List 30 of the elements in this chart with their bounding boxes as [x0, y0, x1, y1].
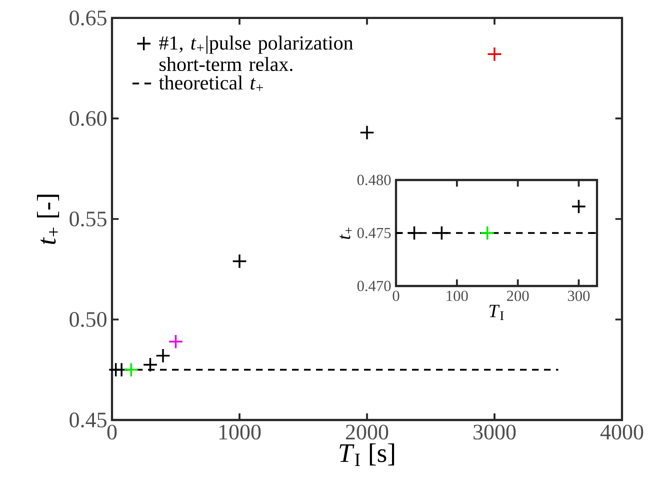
- legend-label: theoretical t$_{+}$: [158, 76, 263, 91]
- x-tick-label: 4000: [600, 424, 644, 440]
- y-tick-label: 0.470: [357, 280, 391, 292]
- point: [142, 357, 158, 372]
- point: [359, 125, 375, 140]
- point: [155, 348, 171, 364]
- x-axis-title: T$_{I}$: [489, 304, 504, 320]
- y-tick-label: 0.480: [357, 174, 391, 186]
- x-tick-label: 200: [506, 290, 529, 302]
- x-tick-label: 1000: [219, 424, 261, 440]
- y-tick-label: 0.60: [70, 111, 106, 126]
- x-tick-label: 300: [568, 290, 590, 302]
- x-tick-label: 100: [446, 290, 468, 302]
- point: [124, 362, 139, 378]
- y-tick-label: 0.65: [70, 10, 106, 26]
- x-tick-label: 0: [392, 290, 400, 302]
- point: [168, 334, 184, 350]
- y-tick-label: 0.50: [70, 312, 106, 327]
- x-tick-label: 2000: [346, 424, 388, 440]
- legend-label: #1, t$_{+}$|pulse polarization short-term relax.: [159, 36, 354, 72]
- y-tick-label: 0.55: [70, 212, 106, 226]
- y-axis-title: t$_{+}$: [340, 228, 352, 239]
- x-tick-label: 0: [107, 424, 117, 440]
- y-axis-title: t$_{+}$ [-]: [36, 194, 60, 244]
- x-axis-title: T$_{I}$ [s]: [340, 443, 394, 466]
- x-tick-label: 3000: [474, 424, 516, 440]
- y-tick-label: 0.475: [357, 228, 391, 238]
- point: [232, 254, 248, 269]
- y-tick-label: 0.45: [70, 412, 106, 428]
- point: [486, 46, 502, 62]
